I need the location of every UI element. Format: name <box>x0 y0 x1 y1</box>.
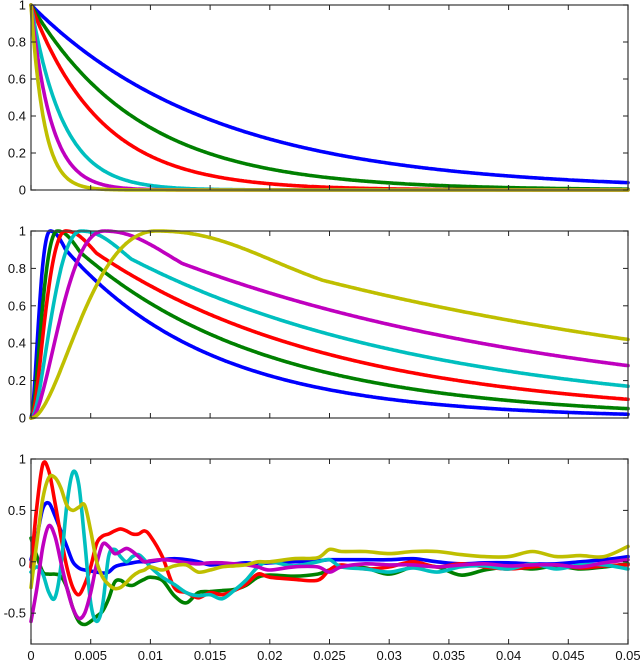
axis-ticks <box>30 4 629 191</box>
y-tick-label: 0.4 <box>8 109 26 124</box>
curve-magenta <box>29 229 630 420</box>
curve-green <box>29 3 630 191</box>
y-tick-label: -0.5 <box>4 606 26 621</box>
x-tick-label: 0.035 <box>433 648 466 663</box>
curve-red <box>29 460 630 600</box>
curve-cyan <box>29 229 630 420</box>
subplot-rise-decay: 0 0.2 0.4 0.6 0.8 1 <box>8 224 630 426</box>
x-tick-label: 0.04 <box>496 648 521 663</box>
x-tick-label: 0.045 <box>552 648 585 663</box>
y-tick-label: 0.6 <box>8 298 26 313</box>
curve-blue <box>29 500 630 575</box>
curve-yellow <box>29 3 630 192</box>
y-tick-label: 0.8 <box>8 35 26 50</box>
x-tick-label: 0.05 <box>615 648 640 663</box>
axis-ticks <box>30 458 629 644</box>
tick-labels: 0 0.2 0.4 0.6 0.8 1 <box>8 0 26 198</box>
axis-ticks <box>30 230 629 419</box>
curve-cyan <box>29 3 630 192</box>
y-tick-label: 1 <box>19 224 26 239</box>
axes-frame <box>30 4 629 191</box>
y-tick-label: 0 <box>19 183 26 198</box>
x-tick-label: 0.02 <box>257 648 282 663</box>
subplot-oscillations: -0.5 0 0.5 1 0 0.005 0.01 0.015 0.02 0.025 0.03 0.0… <box>4 452 640 663</box>
y-tick-label: 0.5 <box>8 503 26 518</box>
tick-labels: -0.5 0 0.5 1 0 0.005 0.01 0.015 0.02 0.025 0.03 0.0… <box>4 452 640 663</box>
y-tick-label: 0.6 <box>8 72 26 87</box>
x-tick-label: 0.015 <box>194 648 227 663</box>
curve-yellow <box>29 229 630 420</box>
x-tick-label: 0.03 <box>377 648 402 663</box>
curve-red <box>29 229 630 420</box>
x-tick-label: 0.01 <box>138 648 163 663</box>
y-tick-label: 1 <box>19 452 26 467</box>
curve-red <box>29 3 630 192</box>
y-tick-label: 1 <box>19 0 26 13</box>
plot-curves <box>29 229 630 420</box>
x-tick-label: 0 <box>27 648 34 663</box>
curve-blue <box>29 3 630 185</box>
curve-green <box>29 229 630 420</box>
y-tick-label: 0 <box>19 411 26 426</box>
y-tick-label: 0.2 <box>8 373 26 388</box>
y-tick-label: 0.4 <box>8 336 26 351</box>
x-tick-label: 0.025 <box>313 648 346 663</box>
curve-magenta <box>29 523 630 624</box>
plot-curves <box>29 460 630 627</box>
x-tick-label: 0.005 <box>74 648 107 663</box>
y-tick-label: 0.8 <box>8 261 26 276</box>
y-tick-label: 0 <box>19 554 26 569</box>
curve-yellow <box>29 473 630 591</box>
curve-magenta <box>29 3 630 192</box>
curve-cyan <box>29 469 630 624</box>
tick-labels: 0 0.2 0.4 0.6 0.8 1 <box>8 224 26 426</box>
plot-curves <box>29 3 630 192</box>
subplot-exponential-decay: 0 0.2 0.4 0.6 0.8 1 <box>8 0 630 198</box>
y-tick-label: 0.2 <box>8 146 26 161</box>
curve-blue <box>29 229 630 420</box>
